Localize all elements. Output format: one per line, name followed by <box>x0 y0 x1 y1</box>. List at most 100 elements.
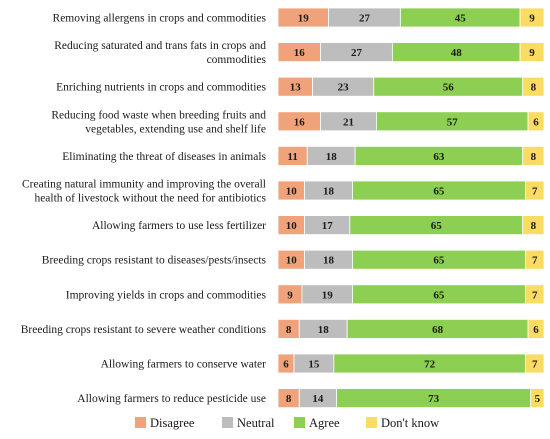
data-label: 18 <box>323 186 335 198</box>
category-label-line: Reducing food waste when breeding fruits… <box>51 109 266 121</box>
category-label-line: Removing allergens in crops and commodit… <box>53 13 267 25</box>
data-label: 19 <box>298 13 310 25</box>
data-label: 14 <box>312 393 324 405</box>
data-label: 73 <box>428 393 440 405</box>
category-label-line: Breeding crops resistant to diseases/pes… <box>42 255 267 267</box>
legend-label: Agree <box>309 416 340 430</box>
category-label-line: vegetables, extending use and shelf life <box>85 123 266 135</box>
data-label: 6 <box>533 324 539 336</box>
category-label-line: Eliminating the threat of diseases in an… <box>62 151 266 163</box>
data-label: 65 <box>431 220 443 232</box>
legend-item: Neutral <box>222 416 275 430</box>
data-label: 57 <box>447 116 459 128</box>
bar-segment-don-t-know <box>522 215 545 236</box>
data-label: 18 <box>323 255 335 267</box>
data-label: 16 <box>294 47 306 59</box>
data-label: 8 <box>531 151 537 163</box>
category-label: Reducing food waste when breeding fruits… <box>51 109 266 135</box>
category-label-line: Improving yields in crops and commoditie… <box>66 289 267 301</box>
data-label: 10 <box>286 255 298 267</box>
data-label: 63 <box>433 151 445 163</box>
category-label-line: Allowing farmers to use less fertilizer <box>92 220 266 232</box>
category-label: Reducing saturated and trans fats in cro… <box>54 40 266 66</box>
category-label: Allowing farmers to reduce pesticide use <box>77 393 266 405</box>
bar-segment-don-t-know <box>522 145 545 166</box>
category-label: Creating natural immunity and improving … <box>22 179 267 205</box>
data-label: 27 <box>351 47 363 59</box>
data-label: 45 <box>455 13 467 25</box>
category-label-line: health of livestock without the need for… <box>34 193 266 205</box>
data-label: 72 <box>424 359 436 371</box>
data-label: 7 <box>532 289 538 301</box>
data-label: 23 <box>338 82 350 94</box>
category-label: Eliminating the threat of diseases in an… <box>62 151 266 163</box>
category-label-line: Allowing farmers to reduce pesticide use <box>77 393 266 405</box>
bar-segment-don-t-know <box>527 111 545 132</box>
category-label: Enriching nutrients in crops and commodi… <box>56 82 266 94</box>
bar-segment-don-t-know <box>524 249 545 270</box>
data-label: 10 <box>286 186 298 198</box>
data-label: 7 <box>532 359 538 371</box>
category-label-line: commodities <box>207 54 267 66</box>
data-label: 6 <box>533 116 539 128</box>
data-label: 16 <box>294 116 306 128</box>
data-label: 18 <box>318 324 330 336</box>
bar-segment-don-t-know <box>524 284 545 305</box>
category-label-line: Enriching nutrients in crops and commodi… <box>56 82 266 94</box>
data-label: 65 <box>433 289 445 301</box>
legend: Disagree Neutral Agree Don't know <box>135 416 439 430</box>
category-label: Allowing farmers to conserve water <box>101 359 267 371</box>
data-label: 11 <box>287 151 297 163</box>
bar-segment-don-t-know <box>530 388 545 409</box>
legend-swatch <box>366 417 377 428</box>
category-label-line: Breeding crops resistant to severe weath… <box>21 324 267 336</box>
data-label: 10 <box>286 220 298 232</box>
data-label: 48 <box>451 47 463 59</box>
data-label: 9 <box>287 289 293 301</box>
bar-segment-don-t-know <box>519 42 545 62</box>
bar-segment-don-t-know <box>527 318 545 339</box>
category-label-line: Allowing farmers to conserve water <box>101 359 267 371</box>
data-label: 9 <box>529 47 535 59</box>
category-labels: Removing allergens in crops and commodit… <box>21 13 267 406</box>
legend-swatch <box>294 417 305 428</box>
bar-segment-don-t-know <box>519 7 545 28</box>
legend-label: Don't know <box>381 416 439 430</box>
legend-swatch <box>135 417 146 428</box>
legend-item: Don't know <box>366 416 439 430</box>
data-label: 9 <box>529 13 535 25</box>
data-label: 15 <box>308 359 320 371</box>
data-label: 65 <box>433 186 445 198</box>
data-label: 19 <box>322 289 334 301</box>
data-label: 13 <box>290 82 302 94</box>
data-label: 17 <box>322 220 334 232</box>
legend-item: Disagree <box>135 416 195 430</box>
data-label: 68 <box>432 324 444 336</box>
category-label-line: Creating natural immunity and improving … <box>22 179 266 191</box>
legend-item: Agree <box>294 416 340 430</box>
category-label: Improving yields in crops and commoditie… <box>66 289 267 301</box>
bar-segment-don-t-know <box>522 76 545 97</box>
data-label: 65 <box>433 255 445 267</box>
legend-label: Disagree <box>150 416 195 430</box>
data-label: 18 <box>326 151 338 163</box>
category-label: Breeding crops resistant to diseases/pes… <box>42 255 267 267</box>
data-label: 6 <box>283 359 289 371</box>
data-label: 8 <box>286 324 292 336</box>
category-label: Removing allergens in crops and commodit… <box>53 13 267 25</box>
category-label: Allowing farmers to use less fertilizer <box>92 220 266 232</box>
bars: 19 27 45 916 27 48 913 23 56 816 21 57 611 18 63 810 18 6… <box>277 7 545 409</box>
legend-swatch <box>222 417 233 428</box>
data-label: 7 <box>532 255 538 267</box>
data-label: 8 <box>531 220 537 232</box>
data-label: 8 <box>531 82 537 94</box>
legend-label: Neutral <box>237 416 275 430</box>
bar-segment-don-t-know <box>524 180 545 201</box>
category-label-line: Reducing saturated and trans fats in cro… <box>54 40 266 52</box>
data-label: 5 <box>535 393 541 405</box>
data-label: 21 <box>343 116 354 128</box>
category-label: Breeding crops resistant to severe weath… <box>21 324 267 336</box>
data-label: 27 <box>359 13 371 25</box>
data-label: 56 <box>443 82 455 94</box>
